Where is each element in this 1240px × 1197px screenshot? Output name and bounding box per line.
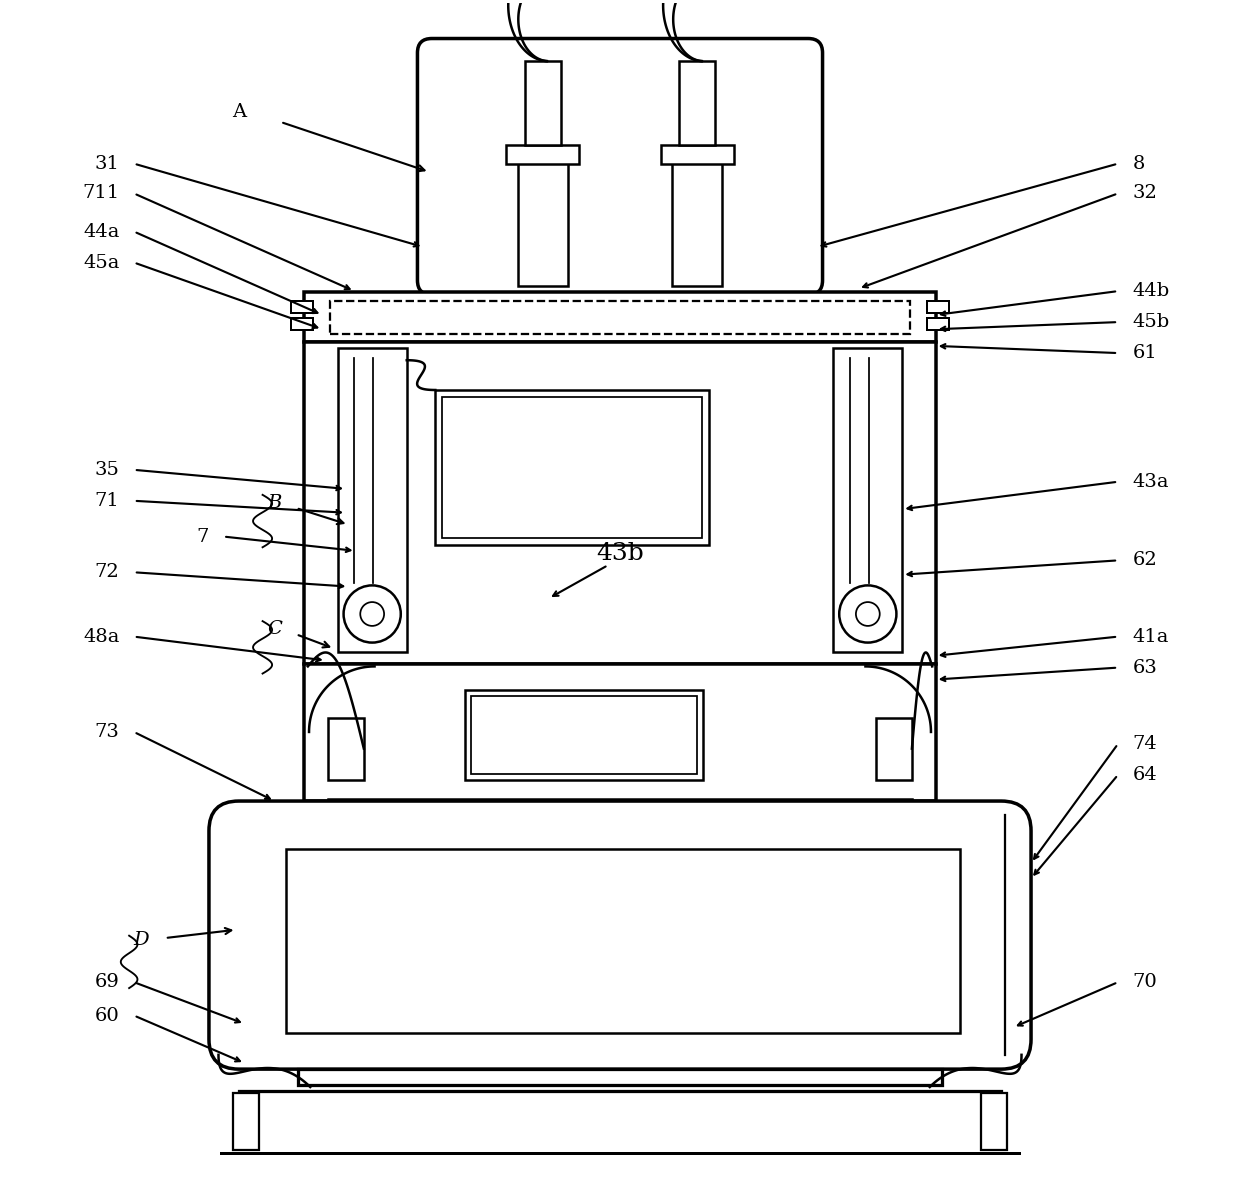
Bar xyxy=(981,1093,1007,1150)
Bar xyxy=(525,61,560,145)
Bar xyxy=(661,145,734,164)
Circle shape xyxy=(343,585,401,643)
Text: C: C xyxy=(267,620,281,638)
Bar xyxy=(471,697,697,773)
Bar xyxy=(304,342,936,664)
Bar xyxy=(680,61,715,145)
Text: B: B xyxy=(268,494,281,512)
Text: 7: 7 xyxy=(197,528,210,546)
Bar xyxy=(833,348,903,652)
Bar xyxy=(304,292,936,342)
Bar xyxy=(329,718,363,779)
Bar xyxy=(928,300,949,312)
Text: 8: 8 xyxy=(1132,154,1145,172)
Text: 44b: 44b xyxy=(1132,282,1169,300)
Text: 64: 64 xyxy=(1132,766,1157,784)
Bar xyxy=(299,1069,941,1084)
Text: 45b: 45b xyxy=(1132,314,1169,332)
Text: 711: 711 xyxy=(83,184,119,202)
Bar xyxy=(337,348,407,652)
Text: 35: 35 xyxy=(94,461,119,479)
Text: 63: 63 xyxy=(1132,658,1157,676)
Text: 73: 73 xyxy=(94,723,119,741)
Bar xyxy=(506,145,579,164)
Circle shape xyxy=(839,585,897,643)
Text: D: D xyxy=(133,931,149,949)
Circle shape xyxy=(361,602,384,626)
Bar xyxy=(465,691,703,779)
Bar xyxy=(928,318,949,330)
Bar xyxy=(291,318,312,330)
Text: 48a: 48a xyxy=(83,627,119,645)
Text: 32: 32 xyxy=(1132,184,1157,202)
Bar xyxy=(877,718,911,779)
Text: 62: 62 xyxy=(1132,552,1157,570)
Text: 70: 70 xyxy=(1132,973,1157,991)
Text: 43b: 43b xyxy=(596,542,644,565)
Text: 71: 71 xyxy=(94,492,119,510)
Bar xyxy=(435,390,709,545)
Text: 41a: 41a xyxy=(1132,627,1168,645)
Bar xyxy=(443,397,702,537)
FancyBboxPatch shape xyxy=(210,801,1030,1069)
Text: 44a: 44a xyxy=(83,223,119,241)
Text: 60: 60 xyxy=(94,1007,119,1025)
Text: 74: 74 xyxy=(1132,735,1157,753)
Text: A: A xyxy=(232,103,246,121)
Bar xyxy=(286,849,960,1033)
Text: 43a: 43a xyxy=(1132,473,1169,491)
Bar xyxy=(291,300,312,312)
Text: 69: 69 xyxy=(94,973,119,991)
Bar xyxy=(331,300,909,334)
Bar xyxy=(672,162,723,286)
Text: 45a: 45a xyxy=(83,254,119,272)
Bar xyxy=(517,162,568,286)
Text: 72: 72 xyxy=(94,564,119,582)
Bar xyxy=(233,1093,259,1150)
Bar xyxy=(304,664,936,801)
FancyBboxPatch shape xyxy=(418,38,822,294)
Text: 61: 61 xyxy=(1132,344,1157,361)
Circle shape xyxy=(856,602,879,626)
Text: 31: 31 xyxy=(94,154,119,172)
